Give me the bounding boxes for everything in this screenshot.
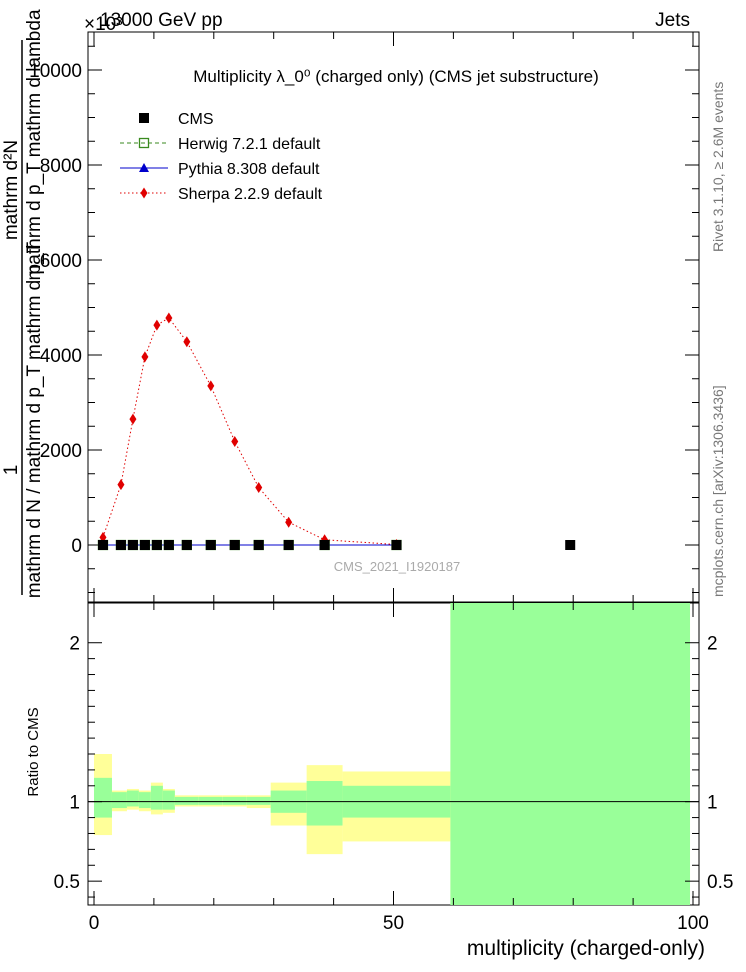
ratio-bands	[88, 603, 699, 905]
cms-point-11	[319, 540, 330, 550]
legend-label-sherpa: Sherpa 2.2.9 default	[178, 186, 323, 203]
ratio-band-inner-13	[450, 603, 691, 905]
cms-point-10	[283, 540, 294, 550]
ratio-band-inner-11	[306, 781, 343, 826]
ratio-ylabel: Ratio to CMS	[25, 707, 42, 796]
ylabel-numerator-b: mathrm d p_T mathrm d lambda	[24, 9, 45, 280]
legend-marker-pythia	[139, 163, 149, 172]
ratio-y-tick-label-left-2: 2	[69, 634, 80, 655]
sherpa-point-6	[183, 336, 191, 348]
plot-title: Multiplicity λ_0⁰ (charged only) (CMS je…	[193, 67, 599, 86]
ratio-band-inner-5	[162, 790, 175, 810]
sherpa-point-10	[285, 516, 293, 528]
cms-point-2	[127, 540, 138, 550]
ratio-band-inner-8	[222, 796, 247, 805]
ratio-band-inner-3	[138, 792, 151, 809]
ylabel-numerator: mathrm d²N	[1, 140, 22, 240]
cms-point-12	[391, 540, 402, 550]
y-tick-label-0: 0	[71, 536, 82, 557]
ratio-y-tick-label-left-1: 1	[69, 793, 80, 814]
cms-point-5	[163, 540, 174, 550]
analysis-watermark: CMS_2021_I1920187	[334, 559, 461, 574]
ratio-band-inner-7	[198, 796, 223, 805]
legend-marker-sherpa	[140, 187, 148, 199]
ylabel-prefix: 1	[1, 465, 22, 476]
sherpa-point-8	[231, 435, 239, 447]
cms-point-13	[565, 540, 576, 550]
ratio-band-inner-2	[126, 790, 139, 807]
sherpa-point-4	[153, 319, 161, 331]
ratio-band-inner-1	[111, 792, 127, 809]
process-label: Jets	[655, 10, 690, 31]
ratio-y-tick-label-right-1: 1	[707, 793, 718, 814]
sherpa-point-1	[117, 479, 125, 491]
energy-label: 13000 GeV pp	[100, 10, 223, 31]
sherpa-point-9	[255, 482, 263, 494]
sherpa-point-7	[207, 380, 215, 392]
ratio-y-tick-label-right-2: 2	[707, 634, 718, 655]
main-axes: 0 2000 4000 6000 8000 10000	[29, 32, 699, 602]
cms-point-0	[97, 540, 108, 550]
ylabel-denominator: mathrm d N / mathrm d p_T mathrm d p_T	[24, 241, 45, 598]
main-ylabel: 1 mathrm d²N mathrm d p_T mathrm d lambd…	[1, 9, 45, 598]
cms-point-1	[115, 540, 126, 550]
series-layer	[97, 312, 576, 551]
x-tick-label-2: 100	[677, 913, 709, 934]
ratio-y-tick-label-left-0: 0.5	[54, 872, 80, 893]
x-tick-label-0: 0	[89, 913, 100, 934]
ratio-band-inner-0	[93, 777, 112, 818]
sherpa-point-2	[129, 413, 137, 425]
ratio-band-inner-4	[150, 785, 163, 810]
cms-point-4	[151, 540, 162, 550]
y-tick-label-5: 10000	[29, 61, 82, 82]
x-axis-label: multiplicity (charged-only)	[467, 937, 705, 960]
y-tick-label-4: 8000	[40, 156, 82, 177]
x-tick-label-1: 50	[383, 913, 404, 934]
cms-point-3	[139, 540, 150, 550]
cms-point-8	[229, 540, 240, 550]
legend-label-herwig: Herwig 7.2.1 default	[178, 136, 321, 153]
cms-point-9	[253, 540, 264, 550]
cms-point-7	[205, 540, 216, 550]
ratio-band-inner-6	[174, 796, 199, 805]
legend-marker-cms	[139, 113, 149, 123]
rivet-version-label: Rivet 3.1.10, ≥ 2.6M events	[710, 82, 726, 252]
legend-marker-herwig	[138, 137, 150, 149]
sherpa-line	[102, 317, 397, 546]
y-tick-label-1: 2000	[40, 441, 82, 462]
ratio-y-tick-label-right-0: 0.5	[707, 872, 733, 893]
exponent-label: ×10³	[84, 14, 123, 35]
mcplots-label: mcplots.cern.ch [arXiv:1306.3436]	[710, 385, 726, 597]
ratio-band-inner-9	[246, 796, 271, 805]
legend-label-cms: CMS	[178, 111, 214, 128]
sherpa-point-5	[165, 312, 173, 324]
cms-point-6	[181, 540, 192, 550]
legend: CMS Herwig 7.2.1 default Pythia 8.308 defa…	[120, 111, 323, 203]
legend-label-pythia: Pythia 8.308 default	[178, 161, 320, 178]
sherpa-point-3	[141, 351, 149, 363]
ratio-axes: 0.5 0.5 1 1 2 2 0 50 100	[54, 603, 733, 934]
y-tick-label-3: 6000	[40, 251, 82, 272]
y-tick-label-2: 4000	[40, 346, 82, 367]
